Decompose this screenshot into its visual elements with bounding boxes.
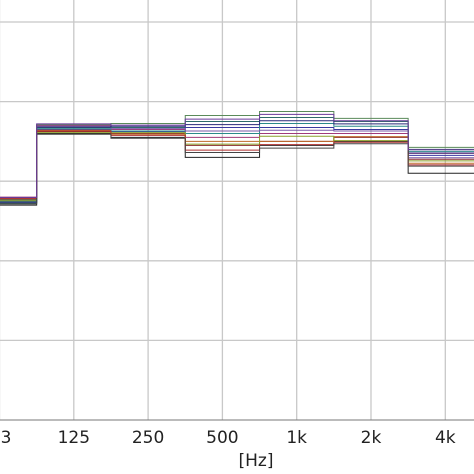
series-line-13 xyxy=(0,133,474,205)
series-line-7 xyxy=(0,122,474,203)
x-tick-labels: 3 125 250 500 1k 2k 4k xyxy=(1,428,456,448)
x-tick-label: 3 xyxy=(1,428,12,448)
series-line-8 xyxy=(0,125,474,199)
vertical-gridlines xyxy=(0,0,446,420)
series-line-10 xyxy=(0,120,474,203)
x-tick-label: 1k xyxy=(286,428,307,448)
series-layer xyxy=(0,111,474,206)
series-line-11 xyxy=(0,111,474,201)
x-tick-label: 125 xyxy=(58,428,90,448)
x-tick-label: 250 xyxy=(132,428,164,448)
series-line-9 xyxy=(0,132,474,202)
series-line-12 xyxy=(0,130,474,199)
x-tick-label: 500 xyxy=(206,428,238,448)
series-line-1 xyxy=(0,132,474,206)
series-line-14 xyxy=(0,113,474,199)
series-line-4 xyxy=(0,126,474,202)
horizontal-gridlines xyxy=(0,21,474,342)
x-axis-label: [Hz] xyxy=(239,451,274,471)
x-tick-label: 4k xyxy=(435,428,456,448)
x-tick-label: 2k xyxy=(361,428,382,448)
